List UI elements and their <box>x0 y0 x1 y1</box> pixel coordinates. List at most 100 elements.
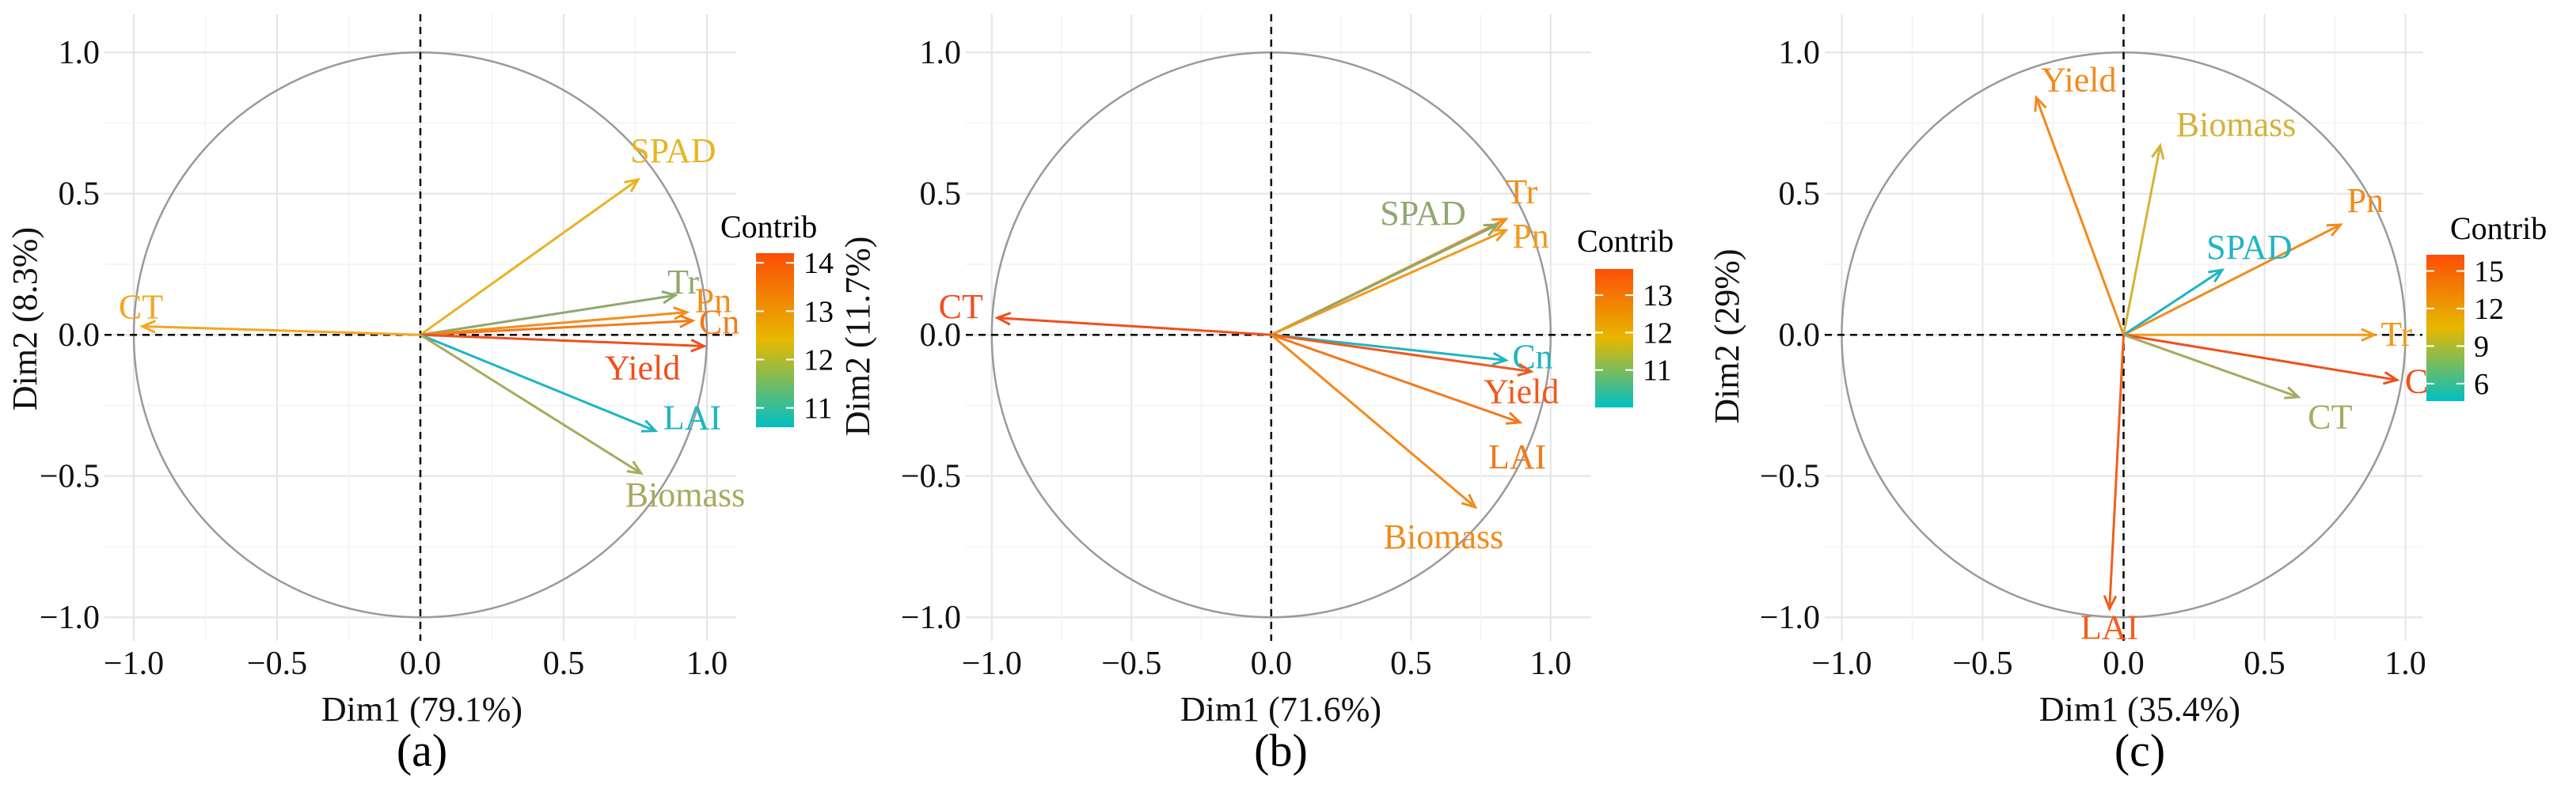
legend-a: Contrib 14 13 12 11 <box>720 209 834 427</box>
variable-label: Yield <box>1484 373 1559 411</box>
variable-arrow-tr: Tr <box>2123 315 2413 354</box>
x-tick-label: 0.5 <box>1390 646 1432 682</box>
x-tick-label: −1.0 <box>1811 646 1871 682</box>
variable-arrow-ct: CT <box>119 287 421 336</box>
variable-label: Yield <box>605 348 680 387</box>
legend-title-b: Contrib <box>1577 223 1674 259</box>
variable-arrow-yield: Yield <box>2034 60 2125 335</box>
x-tick-label: −0.5 <box>1101 646 1161 682</box>
variable-label: Pn <box>695 282 731 320</box>
variable-arrow-spad: SPAD <box>420 131 716 336</box>
variable-arrow-yield: Yield <box>420 333 708 387</box>
ylabel-a: Dim2 (8.3%) <box>6 227 44 411</box>
variable-arrow-biomass: Biomass <box>2122 105 2296 335</box>
variable-label: Tr <box>667 263 699 301</box>
ylabel-c: Dim2 (29%) <box>1708 248 1746 423</box>
y-tick-label: 0.5 <box>920 176 962 213</box>
y-tick-label: −0.5 <box>901 459 961 495</box>
x-tick-label: −0.5 <box>247 646 307 682</box>
legend-tick-label: 14 <box>804 247 834 280</box>
y-tick-label: 0.0 <box>59 317 101 354</box>
legend-tick-label: 6 <box>2474 368 2489 401</box>
x-tick-label: −1.0 <box>962 646 1022 682</box>
x-tick-label: −1.0 <box>104 646 164 682</box>
y-tick-label: −1.0 <box>40 600 100 636</box>
variable-arrow-spad: SPAD <box>1271 194 1501 336</box>
variable-arrow-pn: Pn <box>2122 181 2384 336</box>
variable-label: Tr <box>2380 315 2412 354</box>
legend-tick-label: 11 <box>1643 354 1672 388</box>
panel-a: −1.0 −0.5 0.0 0.5 1.0 1.0 0.5 0.0 −0.5 −1.0 SPAD Tr… <box>6 14 834 776</box>
variable-label: LAI <box>2080 608 2138 646</box>
variable-arrow-spad: SPAD <box>2122 228 2293 336</box>
legend-c: Contrib 15 12 9 6 <box>2426 210 2547 401</box>
x-tick-label: 0.5 <box>2244 646 2285 682</box>
variable-arrow-tr: Tr <box>420 263 700 336</box>
y-tick-label: 0.0 <box>920 317 962 354</box>
legend-tick-label: 15 <box>2474 256 2504 289</box>
x-tick-label: −0.5 <box>1952 646 2012 682</box>
variable-arrow-lai: LAI <box>420 333 721 438</box>
y-tick-label: 1.0 <box>59 35 101 71</box>
y-tick-label: 0.0 <box>1779 317 1821 354</box>
xlabel-c: Dim1 (35.4%) <box>2039 690 2240 729</box>
x-tick-label: 0.0 <box>1251 646 1293 682</box>
variable-label: Pn <box>1512 217 1548 256</box>
y-tick-label: −0.5 <box>1760 459 1820 495</box>
variable-label: CT <box>119 287 163 326</box>
variable-label: Tr <box>1506 172 1537 211</box>
variable-arrow-pn: Pn <box>1271 217 1549 336</box>
variable-arrow-pn: Pn <box>420 282 731 336</box>
variable-arrow-lai: LAI <box>2080 335 2138 646</box>
y-tick-label: 0.5 <box>59 176 101 213</box>
variable-arrow-biomass: Biomass <box>420 333 745 514</box>
panel-b: −1.0 −0.5 0.0 0.5 1.0 1.0 0.5 0.0 −0.5 −1.0 Tr SPAD… <box>838 14 1674 776</box>
legend-tick-label: 13 <box>804 295 834 328</box>
panel-label-c: (c) <box>2114 725 2165 776</box>
legend-tick-label: 13 <box>1643 279 1673 313</box>
y-tick-label: 1.0 <box>1779 35 1821 71</box>
plot-area-b: −1.0 −0.5 0.0 0.5 1.0 1.0 0.5 0.0 −0.5 −1.0 Tr SPAD… <box>901 14 1591 682</box>
panel-label-b: (b) <box>1254 725 1308 776</box>
variable-label: SPAD <box>1380 194 1465 233</box>
legend-tick-label: 9 <box>2474 330 2489 363</box>
xlabel-a: Dim1 (79.1%) <box>321 690 522 729</box>
y-tick-label: −1.0 <box>1760 600 1820 636</box>
plot-area-c: −1.0 −0.5 0.0 0.5 1.0 1.0 0.5 0.0 −0.5 −1.0 Yield B… <box>1760 14 2445 682</box>
xlabel-b: Dim1 (71.6%) <box>1180 690 1381 729</box>
x-tick-label: 1.0 <box>1530 646 1572 682</box>
variable-label: Cn <box>699 302 739 341</box>
colorbar-c <box>2426 255 2464 401</box>
legend-tick-label: 11 <box>804 392 833 426</box>
y-tick-label: 0.5 <box>1779 176 1821 213</box>
x-tick-label: 0.5 <box>543 646 585 682</box>
panel-label-a: (a) <box>397 725 447 776</box>
variable-arrow-lai: LAI <box>1271 333 1546 476</box>
x-tick-label: 1.0 <box>686 646 728 682</box>
x-tick-label: 0.0 <box>400 646 442 682</box>
variable-label: CT <box>2308 398 2352 437</box>
variable-arrow-ct: CT <box>939 287 1271 336</box>
variable-arrow-biomass: Biomass <box>1270 334 1503 556</box>
variable-label: LAI <box>1488 438 1546 476</box>
variable-arrow-cn: Cn <box>420 302 739 341</box>
legend-tick-label: 12 <box>1643 316 1673 350</box>
legend-tick-label: 12 <box>804 343 834 377</box>
colorbar-b <box>1595 269 1633 407</box>
panel-c: −1.0 −0.5 0.0 0.5 1.0 1.0 0.5 0.0 −0.5 −1.0 Yield B… <box>1708 14 2547 776</box>
plot-area-a: −1.0 −0.5 0.0 0.5 1.0 1.0 0.5 0.0 −0.5 −1.0 SPAD Tr… <box>40 14 745 682</box>
x-tick-label: 0.0 <box>2103 646 2145 682</box>
y-tick-label: −0.5 <box>40 459 100 495</box>
variable-arrow-yield: Yield <box>1271 333 1559 411</box>
variable-label: SPAD <box>630 131 716 170</box>
x-tick-label: 1.0 <box>2384 646 2426 682</box>
legend-tick-label: 12 <box>2474 293 2504 326</box>
legend-title-c: Contrib <box>2450 210 2547 246</box>
variable-label: LAI <box>663 399 721 438</box>
variable-label: Yield <box>2041 60 2116 99</box>
variable-arrow-cn: Cn <box>1271 333 1553 376</box>
variable-arrow-ct: CT <box>2122 333 2353 437</box>
colorbar-a <box>756 253 794 427</box>
